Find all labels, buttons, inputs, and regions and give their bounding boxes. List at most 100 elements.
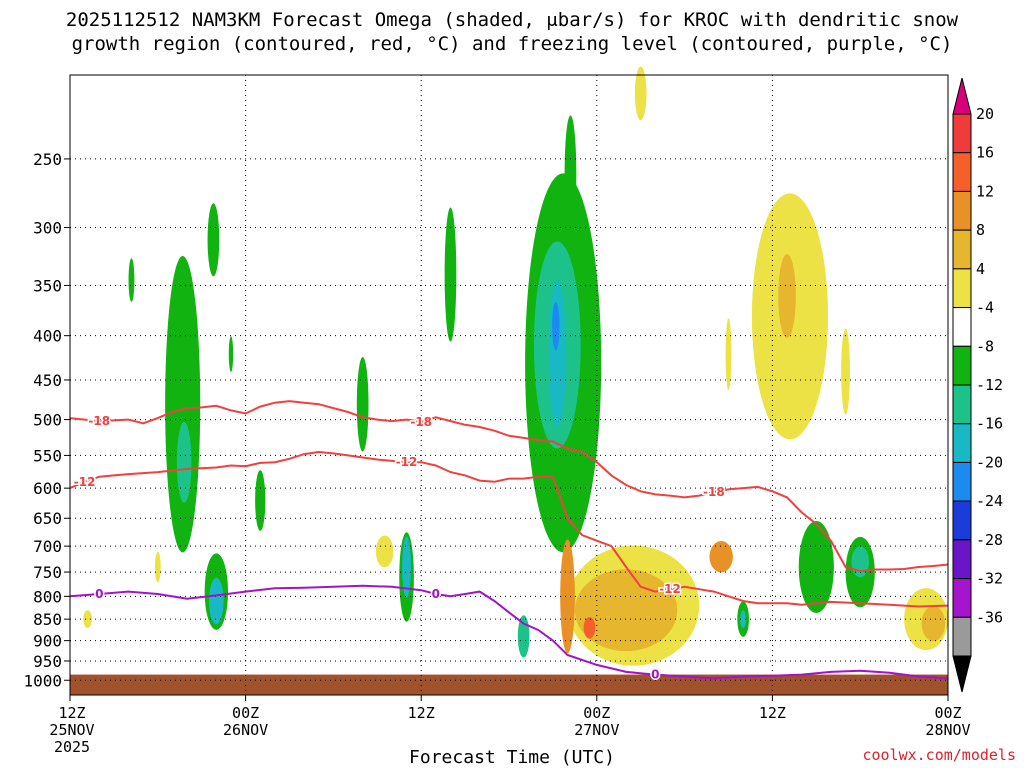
colorbar-label: -12 (976, 376, 1003, 394)
colorbar-box (952, 229, 972, 270)
x-tick-label: 00Z (232, 704, 259, 722)
omega-orange-right (709, 541, 733, 573)
y-tick-label: 500 (33, 411, 62, 430)
colorbar-box (952, 190, 972, 231)
plot-frame (69, 74, 949, 696)
colorbar-label: 20 (976, 105, 994, 123)
omega-cyan-low-mid (402, 536, 411, 598)
y-tick-label: 450 (33, 371, 62, 390)
y-tick-label: 900 (33, 632, 62, 651)
y-tick-label: 400 (33, 327, 62, 346)
contour-label--12: -12 (396, 455, 418, 469)
colorbar-box (952, 152, 972, 192)
colorbar-label: -28 (976, 531, 1003, 549)
omega-teal-low-right (851, 546, 869, 578)
omega-green-tiny (128, 258, 135, 302)
omega-green-top (564, 115, 577, 232)
y-tick-label: 800 (33, 587, 62, 606)
x-tick-label: 28NOV (925, 721, 970, 739)
omega-cyan-right-speck (740, 610, 747, 628)
colorbar-top-triangle (952, 77, 972, 115)
omega-green-mid (255, 470, 266, 531)
colorbar-box (952, 461, 972, 502)
omega-teal-left (176, 421, 192, 503)
colorbar-box (952, 578, 972, 618)
colorbar-box (952, 500, 972, 541)
omega-green-upper-left (444, 207, 457, 342)
omega-green-speck (228, 336, 234, 372)
colorbar-label: -36 (976, 608, 1003, 626)
omega-yellow-mid-speck (375, 535, 394, 568)
omega-yellow-small (841, 328, 850, 415)
contour-line--12 (69, 450, 949, 608)
colorbar: 20 16 12 8 4 -4 -8 -12 -16 -20 -24 -28 -32 -36 (952, 77, 1003, 693)
contour-label-0: 0 (95, 587, 103, 601)
omega-darkorange-spot (583, 617, 596, 639)
y-tick-label: 350 (33, 276, 62, 295)
credit-link[interactable]: coolwx.com/models (862, 746, 1016, 764)
omega-green-lower (356, 356, 369, 452)
colorbar-box (952, 539, 972, 580)
terrain-fill (70, 674, 948, 695)
colorbar-box (952, 423, 972, 463)
colorbar-label: -20 (976, 453, 1003, 471)
contour-line--18 (69, 400, 949, 573)
x-tick-label: 00Z (934, 704, 961, 722)
omega-cyan-core (548, 281, 567, 427)
y-tick-label: 700 (33, 537, 62, 556)
colorbar-box (952, 345, 972, 386)
omega-orange-column (560, 539, 575, 654)
colorbar-label: -16 (976, 415, 1003, 433)
chart-title-line1: 2025112512 NAM3KM Forecast Omega (shaded… (65, 9, 959, 31)
x-tick-label: 26NOV (223, 721, 268, 739)
colorbar-box (952, 616, 972, 657)
colorbar-label: 4 (976, 260, 985, 278)
x-tick-label: 25NOV (49, 721, 94, 739)
x-tick-label: 2025 (54, 738, 90, 756)
x-tick-label: 12Z (58, 704, 85, 722)
contour-label--12: -12 (74, 475, 96, 489)
y-tick-label: 300 (33, 218, 62, 237)
y-tick-label: 650 (33, 509, 62, 528)
omega-yellow-speck (725, 318, 732, 390)
y-tick-label: 550 (33, 446, 62, 465)
y-tick-label: 1000 (23, 671, 62, 690)
omega-blue-core (552, 302, 560, 351)
contour-line-0 (69, 584, 949, 680)
omega-green-left (165, 255, 201, 553)
contour-label-0: 0 (651, 668, 659, 682)
y-tick-label: 600 (33, 479, 62, 498)
contour-label--18: -18 (88, 414, 110, 428)
colorbar-box (952, 307, 972, 347)
omega-cyan-low-left (209, 577, 224, 625)
x-tick-label: 00Z (583, 704, 610, 722)
colorbar-label: -32 (976, 570, 1003, 588)
omega-yellow-top (634, 66, 647, 121)
colorbar-label: 16 (976, 144, 994, 162)
axes-layer: 250 300 350 400 450 500 550 600 650 700 750 800 850 9… (23, 74, 971, 756)
colorbar-label: 12 (976, 182, 994, 200)
omega-gold-right-edge (921, 606, 946, 642)
omega-shading-layer (70, 66, 948, 695)
y-tick-label: 250 (33, 150, 62, 169)
x-tick-label: 12Z (759, 704, 786, 722)
x-tick-label: 12Z (408, 704, 435, 722)
omega-green-low-right (798, 521, 834, 613)
contour-label--12: -12 (659, 582, 681, 596)
colorbar-label: -4 (976, 299, 994, 317)
colorbar-label: 8 (976, 221, 985, 239)
omega-green-small (207, 203, 220, 277)
y-tick-label: 850 (33, 610, 62, 629)
colorbar-box (952, 113, 972, 154)
omega-gold-upper-right (778, 254, 796, 339)
x-tick-label: 27NOV (574, 721, 619, 739)
contour-label-0: 0 (432, 587, 440, 601)
chart-title-line2: growth region (contoured, red, °C) and f… (71, 33, 953, 55)
colorbar-box (952, 384, 972, 425)
colorbar-label: -24 (976, 492, 1003, 510)
colorbar-label: -8 (976, 337, 994, 355)
y-tick-label: 950 (33, 652, 62, 671)
omega-yellow-left-speck (83, 610, 92, 628)
colorbar-box (952, 268, 972, 309)
